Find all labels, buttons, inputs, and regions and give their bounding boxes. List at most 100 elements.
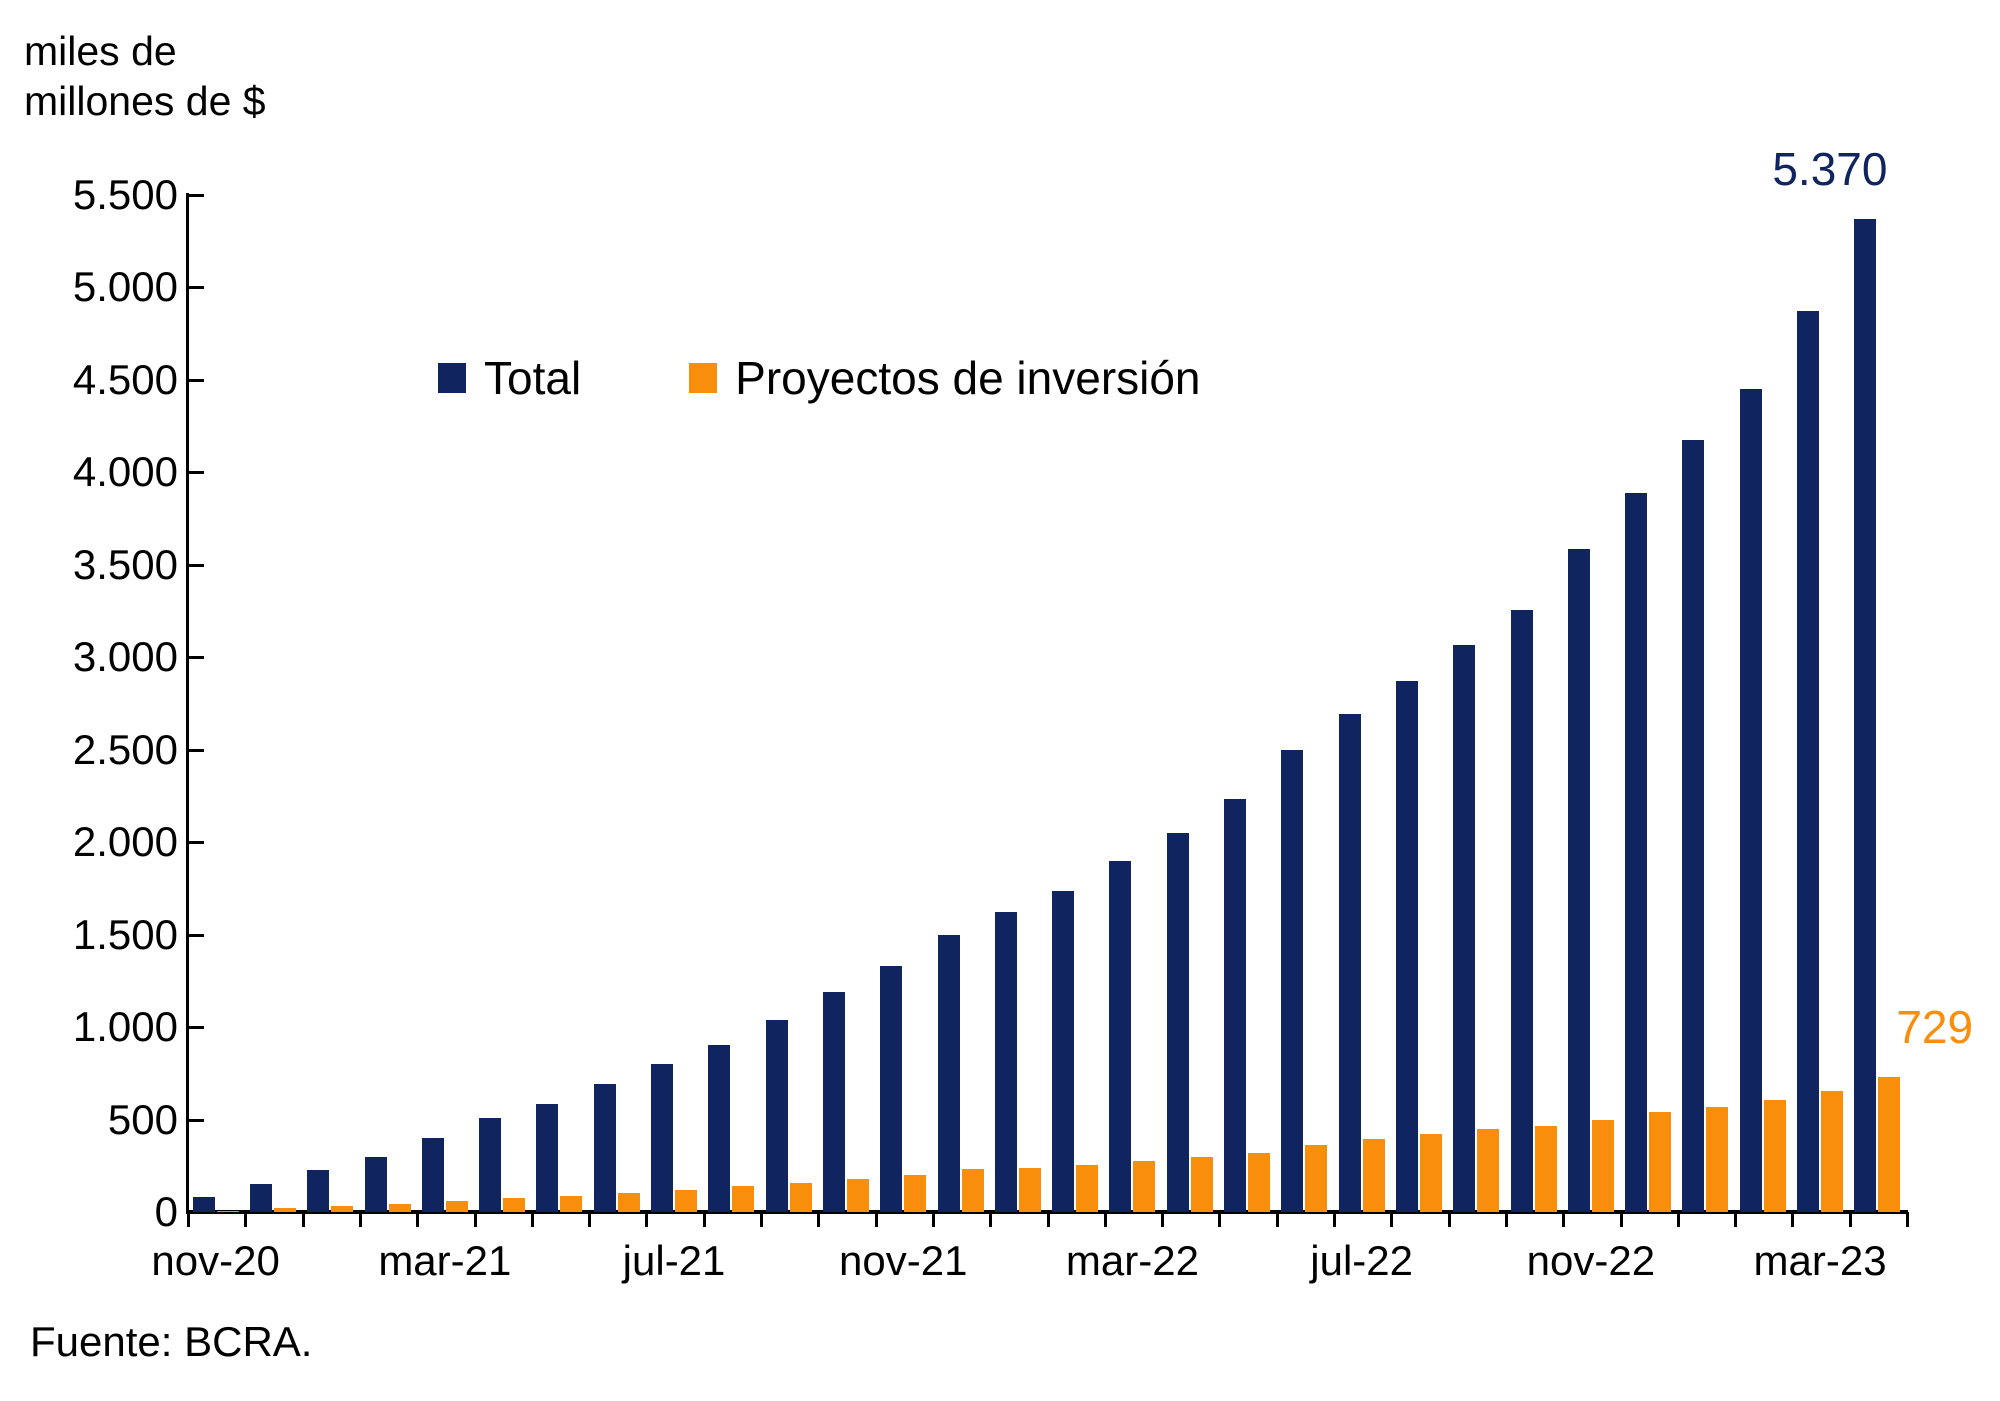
x-axis-tick-label: jul-22 xyxy=(1310,1237,1414,1284)
bar-proyectos xyxy=(846,1178,869,1212)
y-axis-tick-label: 1.500 xyxy=(72,910,178,958)
y-axis-tick xyxy=(187,656,204,660)
bar-proyectos xyxy=(273,1208,296,1212)
x-axis-tick xyxy=(588,1212,592,1227)
bar-total xyxy=(1109,860,1132,1212)
bar-proyectos xyxy=(617,1192,640,1212)
y-axis-tick-label: 3.000 xyxy=(72,633,178,681)
bar-total xyxy=(249,1184,272,1212)
bar-proyectos xyxy=(1763,1100,1786,1212)
y-axis-tick xyxy=(187,841,204,845)
bar-total xyxy=(1739,389,1762,1212)
x-axis-tick xyxy=(416,1212,420,1227)
x-axis-tick xyxy=(1619,1212,1623,1227)
y-axis-tick xyxy=(187,563,204,567)
x-axis-tick-label: nov-20 xyxy=(151,1237,280,1284)
x-axis-tick xyxy=(760,1212,763,1227)
bar-proyectos xyxy=(1591,1119,1614,1212)
bar-proyectos xyxy=(1821,1090,1844,1212)
bar-total xyxy=(307,1170,330,1212)
x-axis-tick xyxy=(1906,1212,1909,1227)
bar-total xyxy=(1338,713,1361,1212)
x-axis-tick-label: mar-23 xyxy=(1753,1237,1887,1284)
legend-label-proyectos: Proyectos de inversión xyxy=(735,352,1201,404)
x-axis-tick xyxy=(1161,1212,1165,1227)
x-axis-tick xyxy=(301,1212,305,1227)
x-axis-tick xyxy=(1504,1212,1508,1227)
bar-total xyxy=(1281,749,1304,1212)
bar-proyectos xyxy=(1076,1164,1099,1212)
legend-item-total[interactable]: Total xyxy=(438,355,581,401)
bar-proyectos xyxy=(388,1203,411,1212)
y-axis-tick-label: 2.500 xyxy=(72,725,178,773)
y-axis-tick xyxy=(187,933,204,937)
y-axis-tick-label: 2.000 xyxy=(72,818,178,866)
bar-total xyxy=(708,1044,731,1212)
bar-proyectos xyxy=(904,1175,927,1212)
y-axis-tick-label: 4.000 xyxy=(72,448,178,496)
bar-proyectos xyxy=(675,1189,698,1212)
x-axis-tick xyxy=(645,1212,649,1227)
bar-total xyxy=(421,1138,444,1212)
x-axis-tick xyxy=(1275,1212,1279,1227)
source-note: Fuente: BCRA. xyxy=(30,1318,313,1365)
bar-proyectos xyxy=(1305,1145,1328,1212)
legend-swatch-total-icon xyxy=(438,363,466,393)
legend-item-proyectos[interactable]: Proyectos de inversión xyxy=(689,352,1201,404)
y-axis-tick xyxy=(187,1118,204,1122)
y-axis-tick xyxy=(187,471,204,475)
bar-proyectos xyxy=(789,1183,812,1212)
bar-proyectos xyxy=(560,1196,583,1212)
x-axis-tick xyxy=(1447,1212,1451,1227)
x-axis-tick xyxy=(1562,1212,1566,1227)
bar-proyectos xyxy=(1534,1126,1557,1212)
data-label-proyectos: 729 xyxy=(1896,1001,1974,1054)
x-axis-tick-label: mar-22 xyxy=(1065,1237,1199,1284)
bar-total xyxy=(937,934,960,1212)
bar-total xyxy=(1395,681,1418,1212)
bar-total xyxy=(880,966,903,1212)
x-axis-tick xyxy=(473,1212,477,1227)
x-axis-tick-label: mar-21 xyxy=(378,1237,512,1284)
bar-proyectos xyxy=(961,1169,984,1212)
bar-total xyxy=(1682,440,1705,1212)
y-axis-tick-label: 500 xyxy=(107,1095,178,1143)
x-axis-tick xyxy=(931,1212,935,1227)
x-axis-tick xyxy=(874,1212,878,1227)
x-axis-tick xyxy=(1848,1212,1852,1227)
legend-label-total: Total xyxy=(484,352,582,404)
bar-proyectos xyxy=(732,1186,755,1212)
bar-total xyxy=(1797,310,1820,1212)
y-axis-tick xyxy=(187,194,204,197)
bar-proyectos xyxy=(1706,1106,1729,1212)
y-axis-tick xyxy=(187,378,204,382)
bar-total xyxy=(192,1197,215,1212)
x-axis-tick xyxy=(989,1212,993,1227)
x-axis-tick xyxy=(1046,1212,1050,1227)
bar-proyectos xyxy=(1248,1152,1271,1212)
bar-total xyxy=(651,1064,674,1212)
x-axis-tick xyxy=(1103,1212,1107,1227)
bar-total xyxy=(994,912,1017,1212)
y-axis-tick-label: 5.000 xyxy=(72,263,178,311)
y-axis-tick-label: 4.500 xyxy=(72,355,178,403)
bar-proyectos xyxy=(1878,1077,1901,1212)
bar-total xyxy=(765,1019,788,1212)
bar-total xyxy=(1224,798,1247,1212)
y-axis-line xyxy=(186,193,189,1214)
x-axis-tick xyxy=(1333,1212,1336,1227)
bar-total xyxy=(1453,645,1476,1212)
bar-proyectos xyxy=(331,1205,354,1212)
bar-proyectos xyxy=(1477,1128,1500,1212)
bar-total xyxy=(536,1103,559,1212)
x-axis-tick xyxy=(702,1212,706,1227)
legend-swatch-proyectos-icon xyxy=(689,363,718,393)
bar-proyectos xyxy=(1190,1156,1213,1212)
bar-proyectos xyxy=(1649,1112,1672,1212)
y-axis-tick xyxy=(187,748,204,752)
bar-proyectos xyxy=(503,1198,526,1212)
bar-proyectos xyxy=(1018,1167,1041,1212)
bar-total xyxy=(1625,492,1648,1212)
x-axis-tick-label: nov-22 xyxy=(1526,1237,1656,1284)
